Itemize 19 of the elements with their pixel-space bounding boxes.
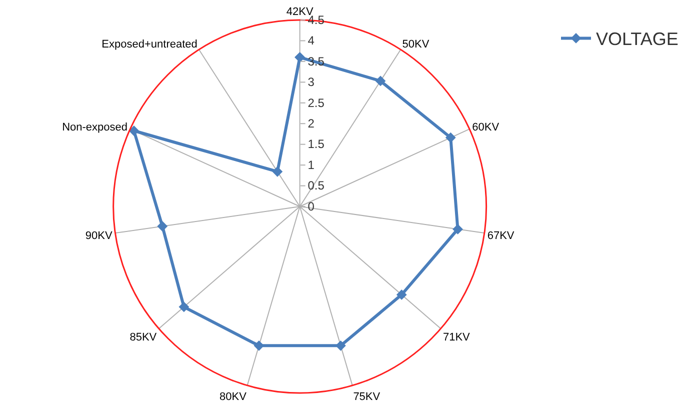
y-tick-label: 3 — [308, 75, 315, 90]
spoke-label: 85KV — [130, 332, 158, 344]
spoke-label: 71KV — [442, 332, 471, 344]
y-tick-label: 1.5 — [308, 137, 325, 152]
spoke-label: 50KV — [402, 38, 430, 50]
spoke-label: 90KV — [85, 230, 113, 242]
spoke-label: 60KV — [472, 121, 500, 134]
y-tick-label: 4 — [308, 34, 315, 48]
spoke-label: Exposed+untreated — [102, 38, 198, 50]
spoke-label: 75KV — [353, 390, 381, 403]
spoke-label: 80KV — [220, 390, 248, 403]
legend-label: VOLTAGE — [596, 29, 678, 50]
y-tick-label: 2.5 — [308, 96, 325, 110]
y-tick-label: 0 — [308, 199, 315, 214]
spoke-label: Non-exposed — [62, 121, 128, 134]
y-tick-label: 0.5 — [308, 178, 325, 193]
spoke-label: 67KV — [487, 230, 515, 242]
y-tick-label: 2 — [308, 116, 315, 131]
y-tick-label: 1 — [308, 158, 315, 172]
